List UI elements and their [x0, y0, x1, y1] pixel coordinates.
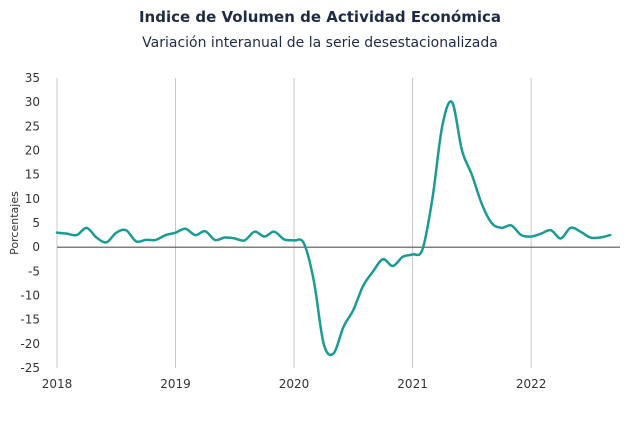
x-tick-label: 2018 — [42, 377, 73, 391]
y-tick-label: 0 — [32, 240, 40, 254]
series-line — [55, 100, 612, 357]
y-tick-labels: 35 30 25 20 15 10 5 0 -5 -10 -15 -20 -25 — [20, 71, 40, 375]
chart-title: Indice de Volumen de Actividad Económica — [138, 8, 502, 26]
y-axis-label: Porcentajes — [8, 191, 21, 255]
y-tick-label: -10 — [20, 289, 40, 303]
y-tick-label: -5 — [28, 264, 40, 278]
y-tick-label: 25 — [25, 119, 40, 133]
y-tick-label: 35 — [25, 71, 40, 85]
y-tick-label: 5 — [32, 216, 40, 230]
x-tick-label: 2022 — [516, 377, 547, 391]
grid-lines — [56, 78, 532, 368]
x-tick-label: 2020 — [279, 377, 310, 391]
chart-subtitle: Variación interanual de la serie desesta… — [142, 35, 498, 51]
y-tick-label: -15 — [20, 313, 40, 327]
x-tick-label: 2019 — [160, 377, 191, 391]
x-tick-label: 2021 — [397, 377, 428, 391]
y-tick-label: 15 — [25, 168, 40, 182]
x-tick-labels: 2018 2019 2020 2021 2022 — [42, 377, 547, 391]
y-tick-label: -25 — [20, 361, 40, 375]
y-tick-label: 20 — [25, 144, 40, 158]
y-tick-label: 10 — [25, 192, 40, 206]
y-tick-label: 30 — [25, 95, 40, 109]
y-tick-label: -20 — [20, 337, 40, 351]
